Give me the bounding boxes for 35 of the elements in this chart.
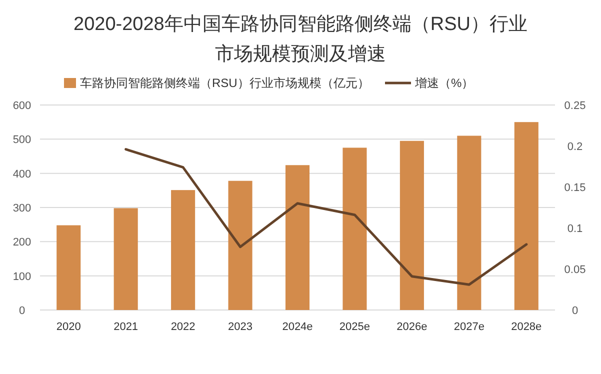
line-series — [124, 148, 528, 286]
legend-label: 增速（%） — [414, 76, 474, 90]
y2-tick-label: 0.15 — [564, 182, 586, 194]
x-tick-label: 2026e — [396, 321, 428, 333]
legend-label: 车路协同智能路侧终端（RSU）行业市场规模（亿元） — [80, 76, 370, 90]
x-tick-label: 2021 — [114, 321, 138, 333]
y2-tick-label: 0.25 — [564, 100, 586, 112]
y-tick-label: 100 — [12, 270, 32, 283]
y2-tick-label: 0 — [572, 305, 578, 317]
x-tick-label: 2023 — [228, 321, 253, 333]
y-tick-label: 500 — [12, 134, 32, 146]
bar — [285, 165, 310, 310]
x-tick-label: 2024e — [282, 321, 313, 333]
chart-title: 2020-2028年中国车路协同智能路侧终端（RSU）行业市场规模预测及增速 — [74, 14, 528, 65]
y2-tick-label: 0.1 — [567, 223, 583, 235]
y2-tick-label: 0.05 — [564, 264, 586, 276]
bar — [56, 225, 81, 310]
x-tick-label: 2020 — [56, 321, 81, 333]
x-tick-label: 2022 — [170, 321, 196, 333]
x-tick-label: 2027e — [454, 321, 484, 333]
y-tick-label: 200 — [12, 236, 32, 249]
bar — [400, 140, 424, 310]
bar — [171, 190, 196, 310]
bar — [114, 208, 138, 310]
x-tick-label: 2028e — [511, 321, 542, 333]
y-tick-label: 0 — [18, 305, 26, 317]
bar — [457, 136, 482, 310]
bar — [228, 180, 252, 310]
y2-tick-label: 0.2 — [567, 141, 583, 153]
bar — [342, 148, 367, 310]
y-tick-label: 400 — [12, 168, 32, 180]
x-tick-label: 2025e — [339, 321, 370, 333]
y-tick-label: 600 — [12, 100, 32, 112]
y-tick-label: 300 — [12, 202, 32, 214]
bar — [514, 122, 538, 310]
